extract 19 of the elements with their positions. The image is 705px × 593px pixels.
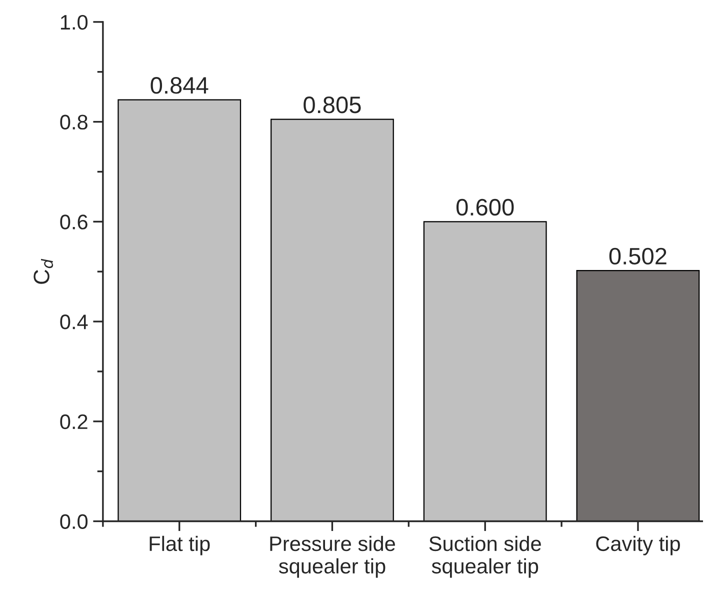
bar	[270, 118, 394, 522]
bar	[118, 99, 242, 522]
data-label: 0.502	[609, 248, 666, 265]
x-tick-label: Cavity tip	[596, 536, 680, 556]
x-tick-label: Suction side squealer tip	[429, 536, 541, 578]
data-label: 0.600	[456, 198, 514, 216]
bar	[576, 270, 700, 522]
y-tick-label: 0.6	[60, 214, 88, 230]
x-tick-label: Flat tip	[150, 536, 210, 556]
x-tick-label: Pressure side squealer tip	[270, 536, 395, 578]
y-tick-label: 1.0	[60, 14, 88, 30]
y-axis-title: C$_{d}$	[34, 258, 54, 284]
y-tick-label: 0.2	[60, 414, 88, 430]
y-tick-label: 0.0	[60, 514, 88, 529]
y-tick-label: 0.4	[60, 314, 88, 330]
y-tick-label: 0.8	[60, 114, 88, 130]
bar	[423, 221, 547, 522]
data-label: 0.805	[304, 96, 361, 114]
data-label: 0.844	[150, 77, 208, 94]
